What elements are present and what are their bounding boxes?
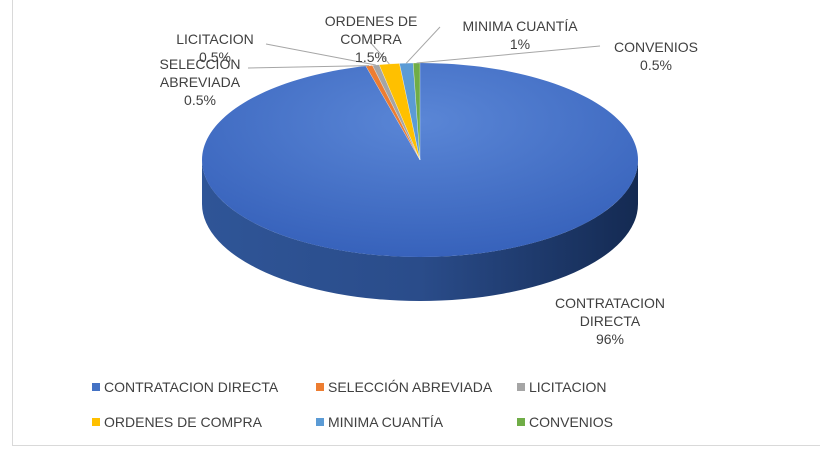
leader-line <box>369 41 390 65</box>
data-label: SELECCIÓN ABREVIADA 0.5% <box>140 55 260 109</box>
legend-label: SELECCIÓN ABREVIADA <box>328 379 493 395</box>
legend-swatch <box>92 383 100 391</box>
legend-item: ORDENES DE COMPRA <box>92 414 262 430</box>
data-label: CONVENIOS 0.5% <box>596 38 716 74</box>
data-label: MINIMA CUANTÍA 1% <box>440 17 600 53</box>
legend-item: SELECCIÓN ABREVIADA <box>316 379 492 395</box>
data-label-value: 1.5% <box>355 49 387 65</box>
legend-swatch <box>517 418 525 426</box>
legend-item: CONTRATACION DIRECTA <box>92 379 278 395</box>
data-label: LICITACION 0.5% <box>160 30 270 66</box>
data-label-value: 0.5% <box>199 49 231 65</box>
data-label-value: 96% <box>595 331 625 347</box>
leader-line <box>416 45 601 64</box>
leader-line <box>405 26 441 64</box>
data-label: ORDENES DE COMPRA 1.5% <box>315 12 427 66</box>
legend-label: CONVENIOS <box>529 414 614 430</box>
legend-item: CONVENIOS <box>517 414 613 430</box>
legend-item: MINIMA CUANTÍA <box>316 414 443 430</box>
data-label: CONTRATACION DIRECTA 96% <box>535 294 685 348</box>
data-label-name: CONVENIOS <box>613 39 698 55</box>
leader-line <box>265 43 376 66</box>
legend-label: CONTRATACION DIRECTA <box>104 379 279 395</box>
legend-swatch <box>316 418 324 426</box>
legend-swatch <box>92 418 100 426</box>
data-label-value: 1% <box>509 36 531 52</box>
legend-label: ORDENES DE COMPRA <box>104 414 262 430</box>
legend-label: LICITACION <box>529 379 607 395</box>
data-label-name: LICITACION <box>176 31 254 47</box>
data-label-name: SELECCIÓN ABREVIADA <box>159 56 241 90</box>
legend-label: MINIMA CUANTÍA <box>328 414 444 430</box>
slice-side <box>202 160 638 301</box>
legend-swatch <box>517 383 525 391</box>
chart-frame <box>12 0 820 446</box>
data-label-value: 0.5% <box>184 92 216 108</box>
data-label-name: CONTRATACION DIRECTA <box>555 295 665 329</box>
data-label-name: MINIMA CUANTÍA <box>462 18 578 34</box>
data-label-name: ORDENES DE COMPRA <box>324 13 418 47</box>
data-label-value: 0.5% <box>640 57 672 73</box>
leader-line <box>247 65 370 69</box>
legend-item: LICITACION <box>517 379 607 395</box>
legend-swatch <box>316 383 324 391</box>
